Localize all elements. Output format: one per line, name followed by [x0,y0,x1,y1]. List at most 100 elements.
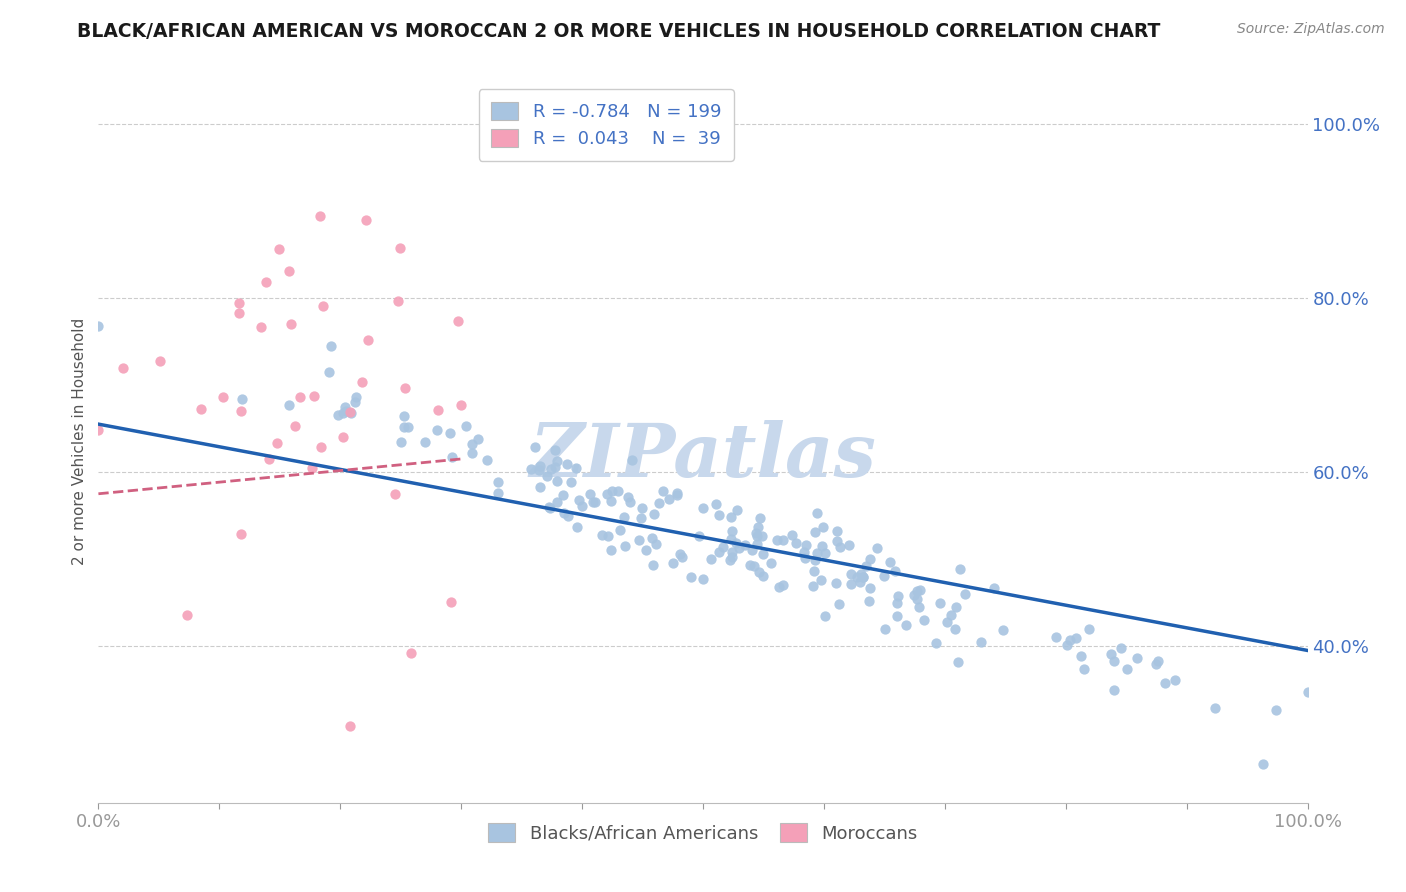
Point [312,299,335,313]
Point [304,389,326,403]
Point [825,524,848,539]
Point [354,213,377,227]
Point [333,401,356,415]
Point [486,475,509,490]
Point [780,528,803,542]
Point [939,608,962,623]
Point [231,403,253,417]
Point [1077,622,1099,636]
Point [538,500,561,515]
Point [394,381,416,395]
Point [628,533,651,547]
Point [1115,662,1137,676]
Point [308,209,330,223]
Point [389,435,412,450]
Point [852,570,875,584]
Point [392,409,415,424]
Point [87,319,110,334]
Point [290,390,312,404]
Point [720,510,742,524]
Point [250,320,273,334]
Point [546,495,568,509]
Point [700,552,723,566]
Point [852,570,875,584]
Point [983,581,1005,595]
Point [811,539,834,553]
Point [688,529,710,543]
Point [619,495,641,509]
Point [1164,673,1187,687]
Point [949,562,972,576]
Point [725,503,748,517]
Point [318,365,340,379]
Point [662,556,685,570]
Point [190,402,212,417]
Point [744,526,766,541]
Point [326,408,349,422]
Point [87,423,110,437]
Point [536,468,558,483]
Point [794,538,817,552]
Point [440,594,463,608]
Point [389,241,412,255]
Point [1265,702,1288,716]
Point [266,435,288,450]
Point [176,607,198,622]
Point [332,406,354,420]
Point [752,547,775,561]
Point [596,487,619,501]
Point [1102,682,1125,697]
Point [228,296,250,310]
Text: ZIPatlas: ZIPatlas [530,420,876,492]
Point [848,574,870,589]
Point [427,402,450,417]
Point [519,462,541,476]
Point [925,636,948,650]
Point [340,406,363,420]
Point [617,491,640,505]
Point [254,275,277,289]
Point [734,538,756,552]
Point [811,520,834,534]
Point [908,600,931,615]
Point [841,567,863,582]
Point [579,487,602,501]
Point [858,594,880,608]
Point [707,508,730,522]
Point [565,461,588,475]
Point [267,242,290,256]
Point [454,419,477,434]
Point [859,551,882,566]
Point [671,549,693,564]
Text: Source: ZipAtlas.com: Source: ZipAtlas.com [1237,22,1385,37]
Point [591,528,613,542]
Point [441,450,464,465]
Point [630,501,652,516]
Point [804,524,827,539]
Point [827,533,849,548]
Point [614,539,637,553]
Point [846,570,869,584]
Point [953,587,976,601]
Point [728,541,751,555]
Point [704,497,727,511]
Point [1045,630,1067,644]
Point [228,306,250,320]
Point [666,486,689,500]
Point [600,543,623,558]
Point [319,339,342,353]
Point [630,510,652,524]
Point [486,486,509,500]
Point [725,536,748,550]
Point [772,533,794,548]
Legend: Blacks/African Americans, Moroccans: Blacks/African Americans, Moroccans [479,814,927,852]
Point [1144,657,1167,671]
Point [600,484,623,499]
Point [1070,648,1092,663]
Point [350,375,373,389]
Point [583,495,606,509]
Point [665,488,688,502]
Point [945,600,967,615]
Point [1109,640,1132,655]
Point [873,569,896,583]
